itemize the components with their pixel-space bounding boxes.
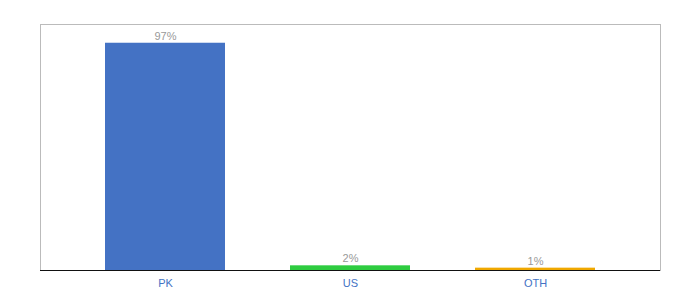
svg-text:OTH: OTH — [524, 277, 547, 289]
svg-text:US: US — [343, 277, 358, 289]
svg-text:PK: PK — [158, 277, 173, 289]
svg-text:2%: 2% — [343, 252, 359, 264]
svg-text:97%: 97% — [154, 30, 176, 42]
svg-text:1%: 1% — [528, 255, 544, 267]
